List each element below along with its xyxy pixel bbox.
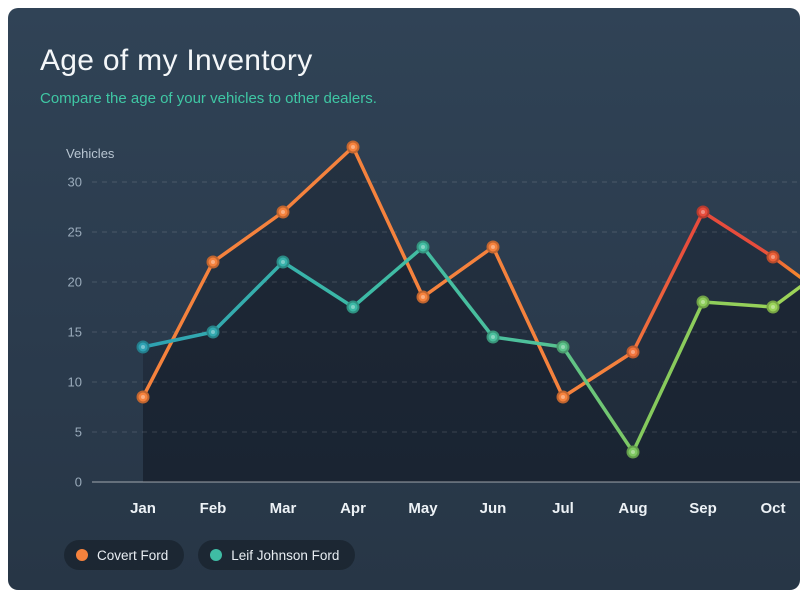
x-tick-label: Jun — [480, 500, 507, 517]
y-tick-label: 10 — [68, 375, 82, 390]
y-tick-label: 25 — [68, 225, 82, 240]
y-tick-label: 5 — [75, 425, 82, 440]
data-point-center — [771, 255, 775, 259]
data-point-center — [281, 260, 285, 264]
data-point-center — [281, 210, 285, 214]
chart-legend: Covert Ford Leif Johnson Ford — [64, 540, 356, 570]
x-tick-label: Sep — [689, 500, 717, 517]
data-point-center — [211, 260, 215, 264]
y-tick-label: 30 — [68, 175, 82, 190]
y-axis-title: Vehicles — [66, 146, 115, 161]
data-point-center — [421, 295, 425, 299]
data-point-center — [211, 330, 215, 334]
data-point-center — [631, 350, 635, 354]
legend-dot-covert-ford — [76, 549, 88, 561]
data-point-center — [561, 345, 565, 349]
series-area-fill — [143, 247, 800, 482]
data-point-center — [701, 300, 705, 304]
x-tick-label: Oct — [760, 500, 785, 517]
x-tick-label: May — [408, 500, 438, 517]
page-title: Age of my Inventory — [40, 44, 313, 77]
series-area-fill — [143, 147, 800, 482]
y-tick-label: 0 — [75, 475, 82, 490]
y-tick-label: 15 — [68, 325, 82, 340]
legend-label: Leif Johnson Ford — [231, 547, 340, 563]
data-point-center — [421, 245, 425, 249]
legend-label: Covert Ford — [97, 547, 169, 563]
data-point-center — [491, 245, 495, 249]
x-tick-label: Aug — [618, 500, 647, 517]
chart-subtitle: Compare the age of your vehicles to othe… — [40, 90, 377, 107]
data-point-center — [351, 305, 355, 309]
x-tick-label: Feb — [200, 500, 227, 517]
legend-dot-leif-johnson-ford — [210, 549, 223, 561]
y-tick-label: 20 — [68, 275, 82, 290]
data-point-center — [141, 395, 145, 399]
data-point-center — [701, 210, 705, 214]
data-point-center — [631, 450, 635, 454]
x-tick-label: Mar — [270, 500, 297, 517]
legend-item-covert-ford[interactable]: Covert Ford — [64, 540, 185, 570]
data-point-center — [771, 305, 775, 309]
x-tick-label: Apr — [340, 500, 366, 517]
data-point-center — [561, 395, 565, 399]
data-point-center — [491, 335, 495, 339]
x-tick-label: Jan — [130, 500, 156, 517]
data-point-center — [141, 345, 145, 349]
inventory-age-line-chart: 0 5 10 15 20 25 30 Vehicles Jan Feb Mar Apr May Jun Ju… — [66, 140, 800, 517]
x-tick-label: Jul — [552, 500, 574, 517]
data-point-center — [351, 145, 355, 149]
legend-item-leif-johnson-ford[interactable]: Leif Johnson Ford — [198, 540, 356, 570]
inventory-chart-card: 0 5 10 15 20 25 30 Vehicles Jan Feb Mar Apr May Jun Ju… — [8, 8, 800, 590]
